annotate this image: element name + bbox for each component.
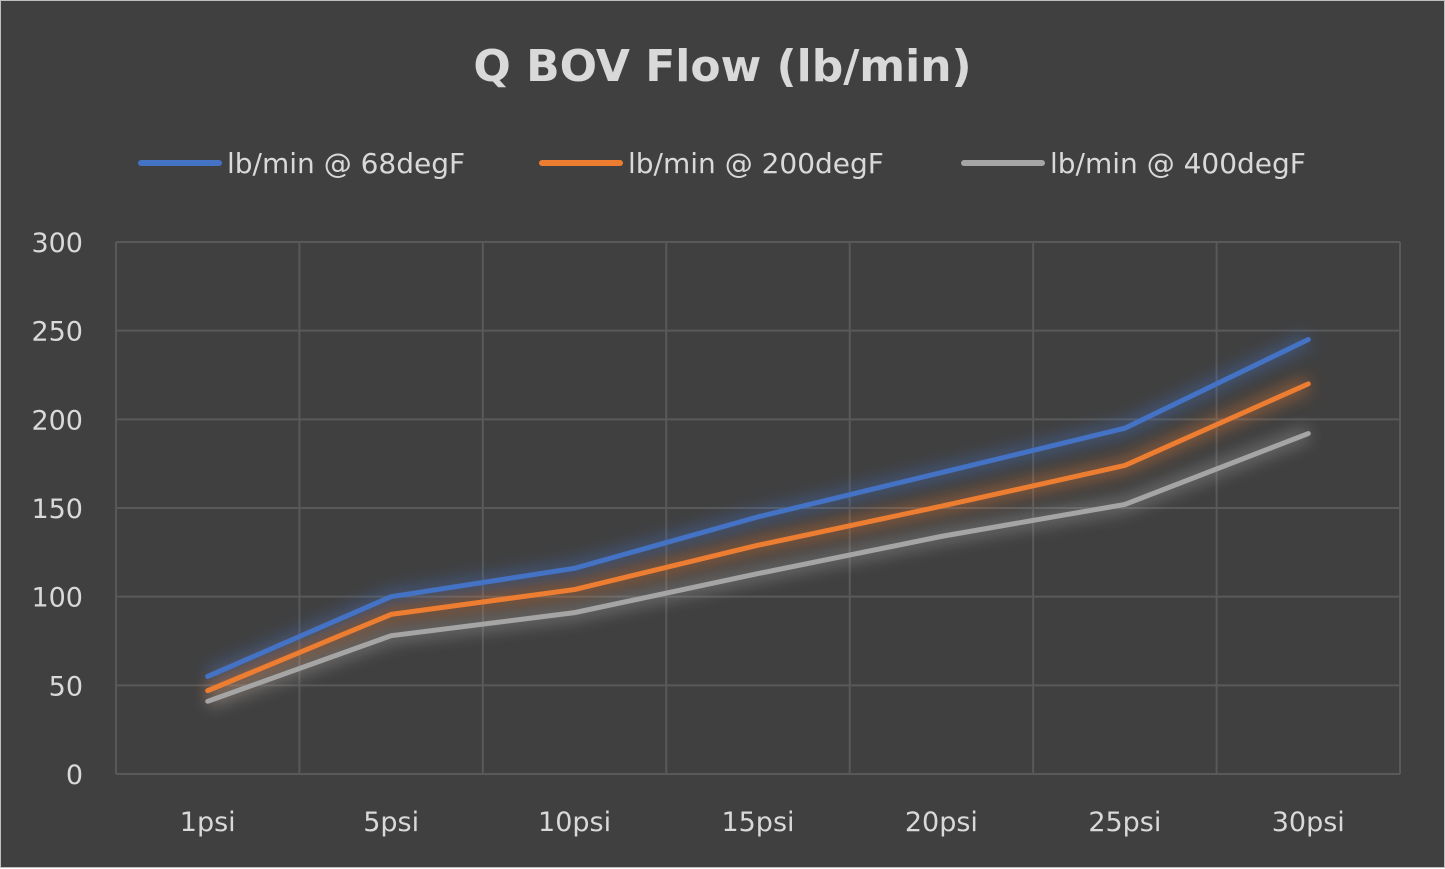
legend-label: lb/min @ 200degF	[628, 147, 884, 180]
legend-label: lb/min @ 68degF	[227, 147, 465, 180]
series-glow	[208, 434, 1309, 702]
x-tick-label: 25psi	[1088, 807, 1161, 838]
y-tick-label: 50	[49, 671, 83, 702]
legend-item: lb/min @ 200degF	[542, 147, 884, 180]
x-tick-label: 15psi	[721, 807, 794, 838]
y-tick-label: 250	[31, 317, 83, 348]
x-tick-label: 30psi	[1272, 807, 1345, 838]
y-tick-label: 0	[66, 760, 83, 791]
legend-label: lb/min @ 400degF	[1050, 147, 1306, 180]
x-tick-label: 10psi	[538, 807, 611, 838]
x-tick-label: 1psi	[180, 807, 236, 838]
legend-item: lb/min @ 400degF	[964, 147, 1306, 180]
y-tick-label: 300	[31, 228, 83, 259]
y-tick-label: 100	[31, 583, 83, 614]
legend-item: lb/min @ 68degF	[141, 147, 465, 180]
x-tick-label: 20psi	[905, 807, 978, 838]
x-tick-label: 5psi	[363, 807, 419, 838]
y-tick-label: 200	[31, 405, 83, 436]
y-tick-label: 150	[31, 494, 83, 525]
